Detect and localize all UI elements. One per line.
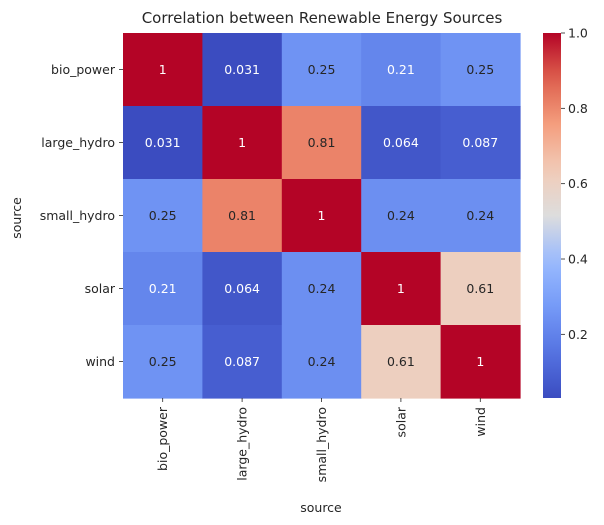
cell-value-label: 0.031 (224, 62, 260, 77)
heatmap-cell-large_hydro-small_hydro (281, 106, 362, 180)
heatmap-cell-solar-solar (361, 252, 442, 326)
heatmap-cell-solar-wind (440, 252, 521, 326)
cell-value-label: 0.81 (228, 208, 256, 223)
heatmap-cell-large_hydro-solar (361, 106, 442, 180)
colorbar: 0.2 0.4 0.6 0.8 1.0 (543, 26, 588, 398)
cell-value-label: 0.21 (149, 281, 177, 296)
heatmap-cell-wind-solar (361, 325, 442, 399)
cell-value-label: 0.25 (149, 354, 177, 369)
colorbar-tick-label: 0.2 (568, 327, 588, 342)
heatmap-cell-wind-large_hydro (202, 325, 283, 399)
heatmap-cell-bio_power-large_hydro (202, 33, 283, 107)
cell-value-label: 0.25 (308, 62, 336, 77)
y-tick-label: large_hydro (41, 135, 115, 150)
y-tick-label: small_hydro (40, 208, 115, 223)
heatmap-cell-large_hydro-bio_power (123, 106, 203, 180)
x-tick-label: wind (473, 407, 488, 437)
colorbar-tick-label: 1.0 (568, 26, 588, 41)
heatmap-cell-wind-wind (440, 325, 521, 399)
cell-value-label: 0.25 (466, 62, 494, 77)
heatmap-cell-solar-large_hydro (202, 252, 283, 326)
cell-value-label: 1 (397, 281, 405, 296)
heatmap-cell-small_hydro-bio_power (123, 179, 203, 253)
cell-value-label: 0.81 (308, 135, 336, 150)
y-tick-label: bio_power (51, 62, 116, 77)
cell-value-label: 1 (238, 135, 246, 150)
y-tick-label: wind (85, 354, 115, 369)
cell-value-label: 1 (318, 208, 326, 223)
x-tick-label: large_hydro (235, 407, 250, 481)
x-axis-ticks: bio_power large_hydro small_hydro solar wind (155, 398, 488, 482)
cell-value-label: 0.61 (466, 281, 494, 296)
heatmap-cell-large_hydro-large_hydro (202, 106, 283, 180)
cell-value-label: 0.064 (383, 135, 419, 150)
heatmap-cell-bio_power-wind (440, 33, 521, 107)
cell-value-label: 0.087 (224, 354, 260, 369)
cell-value-label: 0.25 (149, 208, 177, 223)
heatmap-cell-bio_power-small_hydro (281, 33, 362, 107)
heatmap-cells (123, 33, 521, 399)
heatmap-cell-wind-small_hydro (281, 325, 362, 399)
heatmap-cell-solar-small_hydro (281, 252, 362, 326)
x-tick-label: solar (393, 406, 408, 437)
heatmap-cell-wind-bio_power (123, 325, 203, 399)
x-axis-label: source (300, 500, 342, 515)
cell-value-label: 0.087 (462, 135, 498, 150)
cell-value-label: 1 (159, 62, 167, 77)
y-tick-label: solar (85, 281, 116, 296)
y-axis-label: source (9, 197, 24, 239)
heatmap-cell-labels: 1 0.031 0.25 0.21 0.25 0.031 1 0.81 0.064 0.087 0.… (145, 62, 498, 369)
cell-value-label: 0.24 (466, 208, 494, 223)
chart-title: Correlation between Renewable Energy Sou… (142, 9, 503, 27)
heatmap-cell-bio_power-bio_power (123, 33, 203, 107)
colorbar-tick-label: 0.4 (568, 252, 588, 267)
cell-value-label: 0.064 (224, 281, 260, 296)
cell-value-label: 1 (476, 354, 484, 369)
cell-value-label: 0.031 (145, 135, 181, 150)
heatmap-cell-large_hydro-wind (440, 106, 521, 180)
heatmap-cell-small_hydro-solar (361, 179, 442, 253)
cell-value-label: 0.24 (308, 354, 336, 369)
colorbar-tick-label: 0.6 (568, 176, 588, 191)
colorbar-gradient (543, 33, 561, 398)
heatmap-cell-small_hydro-large_hydro (202, 179, 283, 253)
cell-value-label: 0.61 (387, 354, 415, 369)
x-tick-label: small_hydro (314, 407, 329, 482)
heatmap-cell-solar-bio_power (123, 252, 203, 326)
cell-value-label: 0.24 (387, 208, 415, 223)
heatmap-cell-small_hydro-wind (440, 179, 521, 253)
cell-value-label: 0.24 (308, 281, 336, 296)
x-tick-label: bio_power (155, 406, 170, 471)
heatmap-cell-small_hydro-small_hydro (281, 179, 362, 253)
cell-value-label: 0.21 (387, 62, 415, 77)
heatmap-cell-bio_power-solar (361, 33, 442, 107)
colorbar-tick-label: 0.8 (568, 101, 588, 116)
